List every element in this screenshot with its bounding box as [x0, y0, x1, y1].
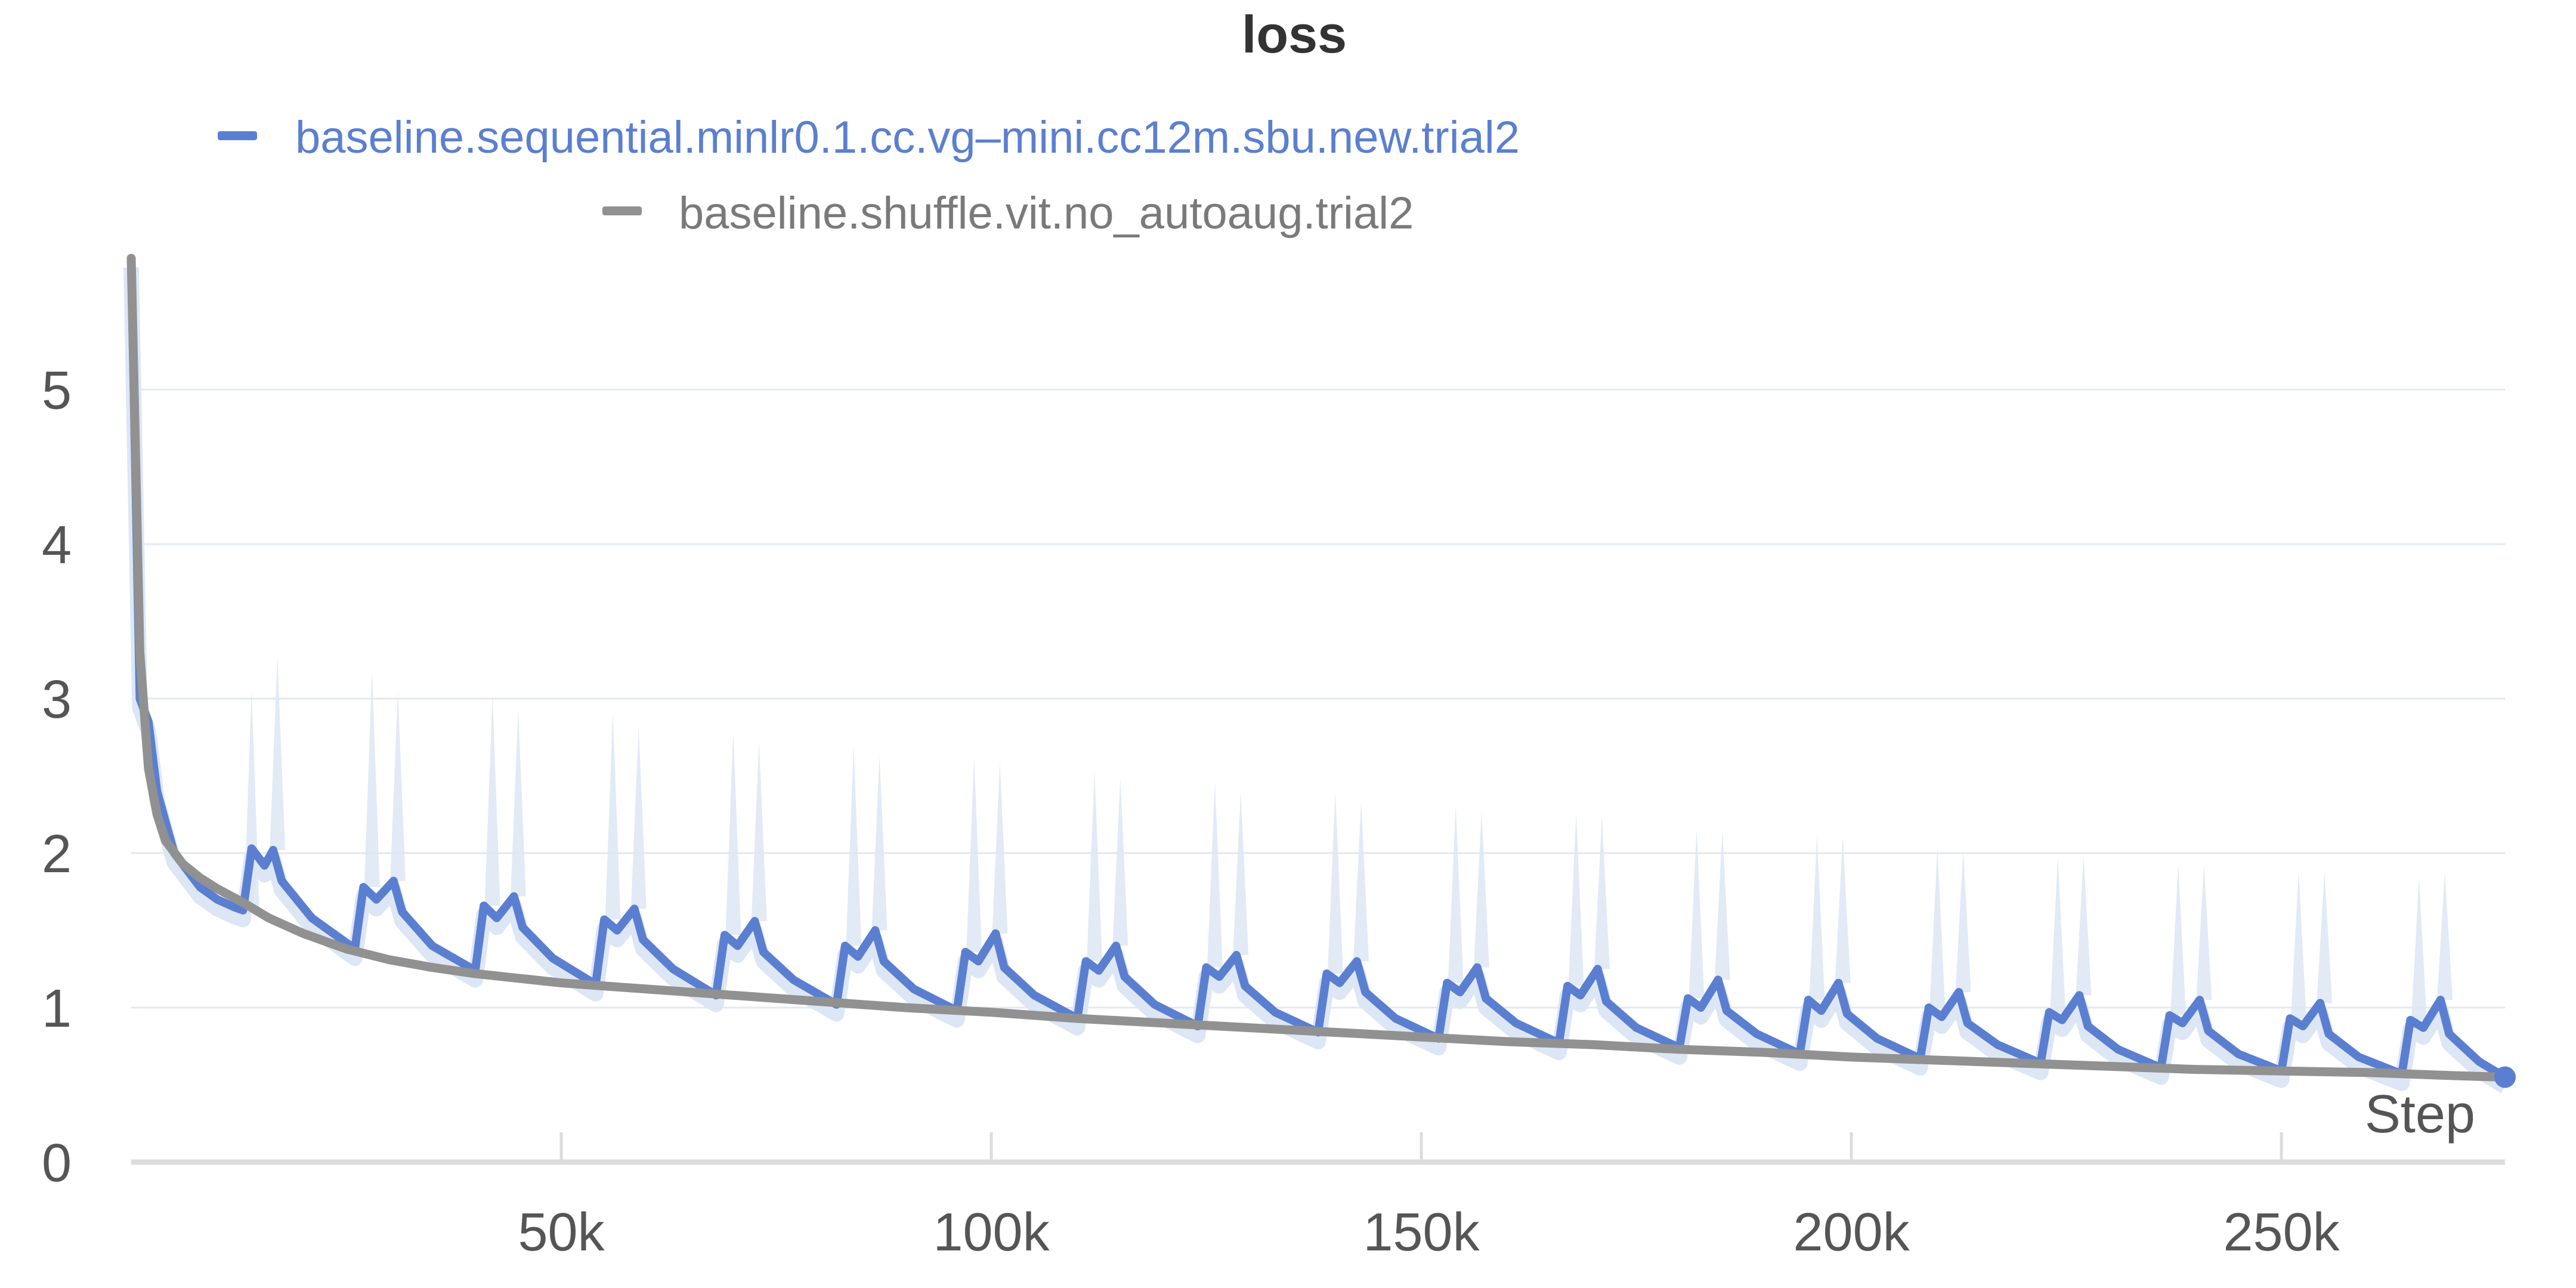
- raw-spike: [1474, 810, 1489, 968]
- raw-spike: [364, 671, 380, 888]
- y-tick-label: 5: [42, 361, 72, 421]
- y-tick-label: 2: [42, 824, 72, 884]
- legend: baseline.sequential.minlr0.1.cc.vg–mini.…: [218, 112, 1520, 239]
- raw-spike: [1353, 801, 1369, 962]
- raw-spike: [992, 762, 1008, 934]
- y-tick-label: 0: [42, 1133, 72, 1193]
- x-tick-label: 200k: [1793, 1203, 1910, 1262]
- raw-spike: [1809, 835, 1825, 1000]
- raw-spike: [1929, 847, 1946, 1008]
- raw-spike: [2050, 856, 2066, 1012]
- x-axis-label: Step: [2365, 1085, 2475, 1144]
- raw-spike: [2317, 871, 2333, 1003]
- raw-spike: [2290, 870, 2306, 1019]
- raw-spike: [1112, 778, 1128, 946]
- raw-spike: [510, 710, 526, 897]
- x-tick-label: 150k: [1363, 1203, 1480, 1262]
- raw-spike: [1955, 850, 1971, 993]
- raw-spike: [1233, 790, 1249, 955]
- grid: [131, 388, 2505, 1009]
- raw-spike: [2170, 863, 2187, 1015]
- raw-spike: [1714, 830, 1730, 980]
- raw-spike: [1448, 805, 1464, 983]
- y-tick-label: 4: [42, 515, 72, 575]
- legend-label-shuffle: baseline.shuffle.vit.no_autoaug.trial2: [679, 188, 1414, 239]
- series-line-shuffle[interactable]: [126, 254, 2510, 1082]
- x-tick-label: 250k: [2223, 1203, 2340, 1262]
- raw-spike: [2076, 856, 2092, 996]
- raw-spike: [2437, 872, 2453, 1000]
- raw-spike: [966, 757, 982, 952]
- chart-title: loss: [1242, 5, 1347, 64]
- x-tick-label: 100k: [933, 1203, 1050, 1262]
- series-endpoint-marker[interactable]: [2494, 1066, 2516, 1088]
- y-tick-label: 3: [42, 670, 72, 730]
- raw-spike: [1594, 816, 1610, 969]
- legend-swatch-sequential: [218, 131, 257, 140]
- raw-spike: [630, 726, 647, 909]
- raw-spike: [270, 656, 286, 850]
- series-layer: [126, 254, 2516, 1088]
- raw-spike: [846, 746, 862, 946]
- raw-spike: [390, 691, 406, 881]
- raw-spike: [1689, 829, 1705, 999]
- raw-spike: [605, 711, 621, 920]
- series-line-sequential[interactable]: [127, 254, 2509, 1082]
- raw-spike: [484, 693, 500, 906]
- raw-spike: [1835, 836, 1851, 983]
- raw-spike: [2196, 864, 2212, 1000]
- legend-entry-shuffle[interactable]: baseline.shuffle.vit.no_autoaug.trial2: [602, 188, 1414, 239]
- raw-spike: [1327, 792, 1343, 974]
- x-tick-label: 50k: [518, 1203, 605, 1262]
- raw-spike: [725, 731, 741, 935]
- legend-label-sequential: baseline.sequential.minlr0.1.cc.vg–mini.…: [295, 112, 1520, 163]
- axes: 0 1 2 3 4 5 50k 100k 150k 200k 250k: [42, 361, 2505, 1262]
- raw-spike: [2411, 876, 2427, 1020]
- raw-spike: [871, 755, 887, 931]
- legend-swatch-shuffle: [602, 206, 642, 215]
- raw-spike: [751, 742, 767, 921]
- y-tick-label: 1: [42, 979, 72, 1039]
- legend-entry-sequential[interactable]: baseline.sequential.minlr0.1.cc.vg–mini.…: [218, 112, 1520, 163]
- raw-spike: [1568, 813, 1584, 986]
- raw-spike: [1087, 770, 1103, 962]
- raw-spike: [1207, 781, 1223, 968]
